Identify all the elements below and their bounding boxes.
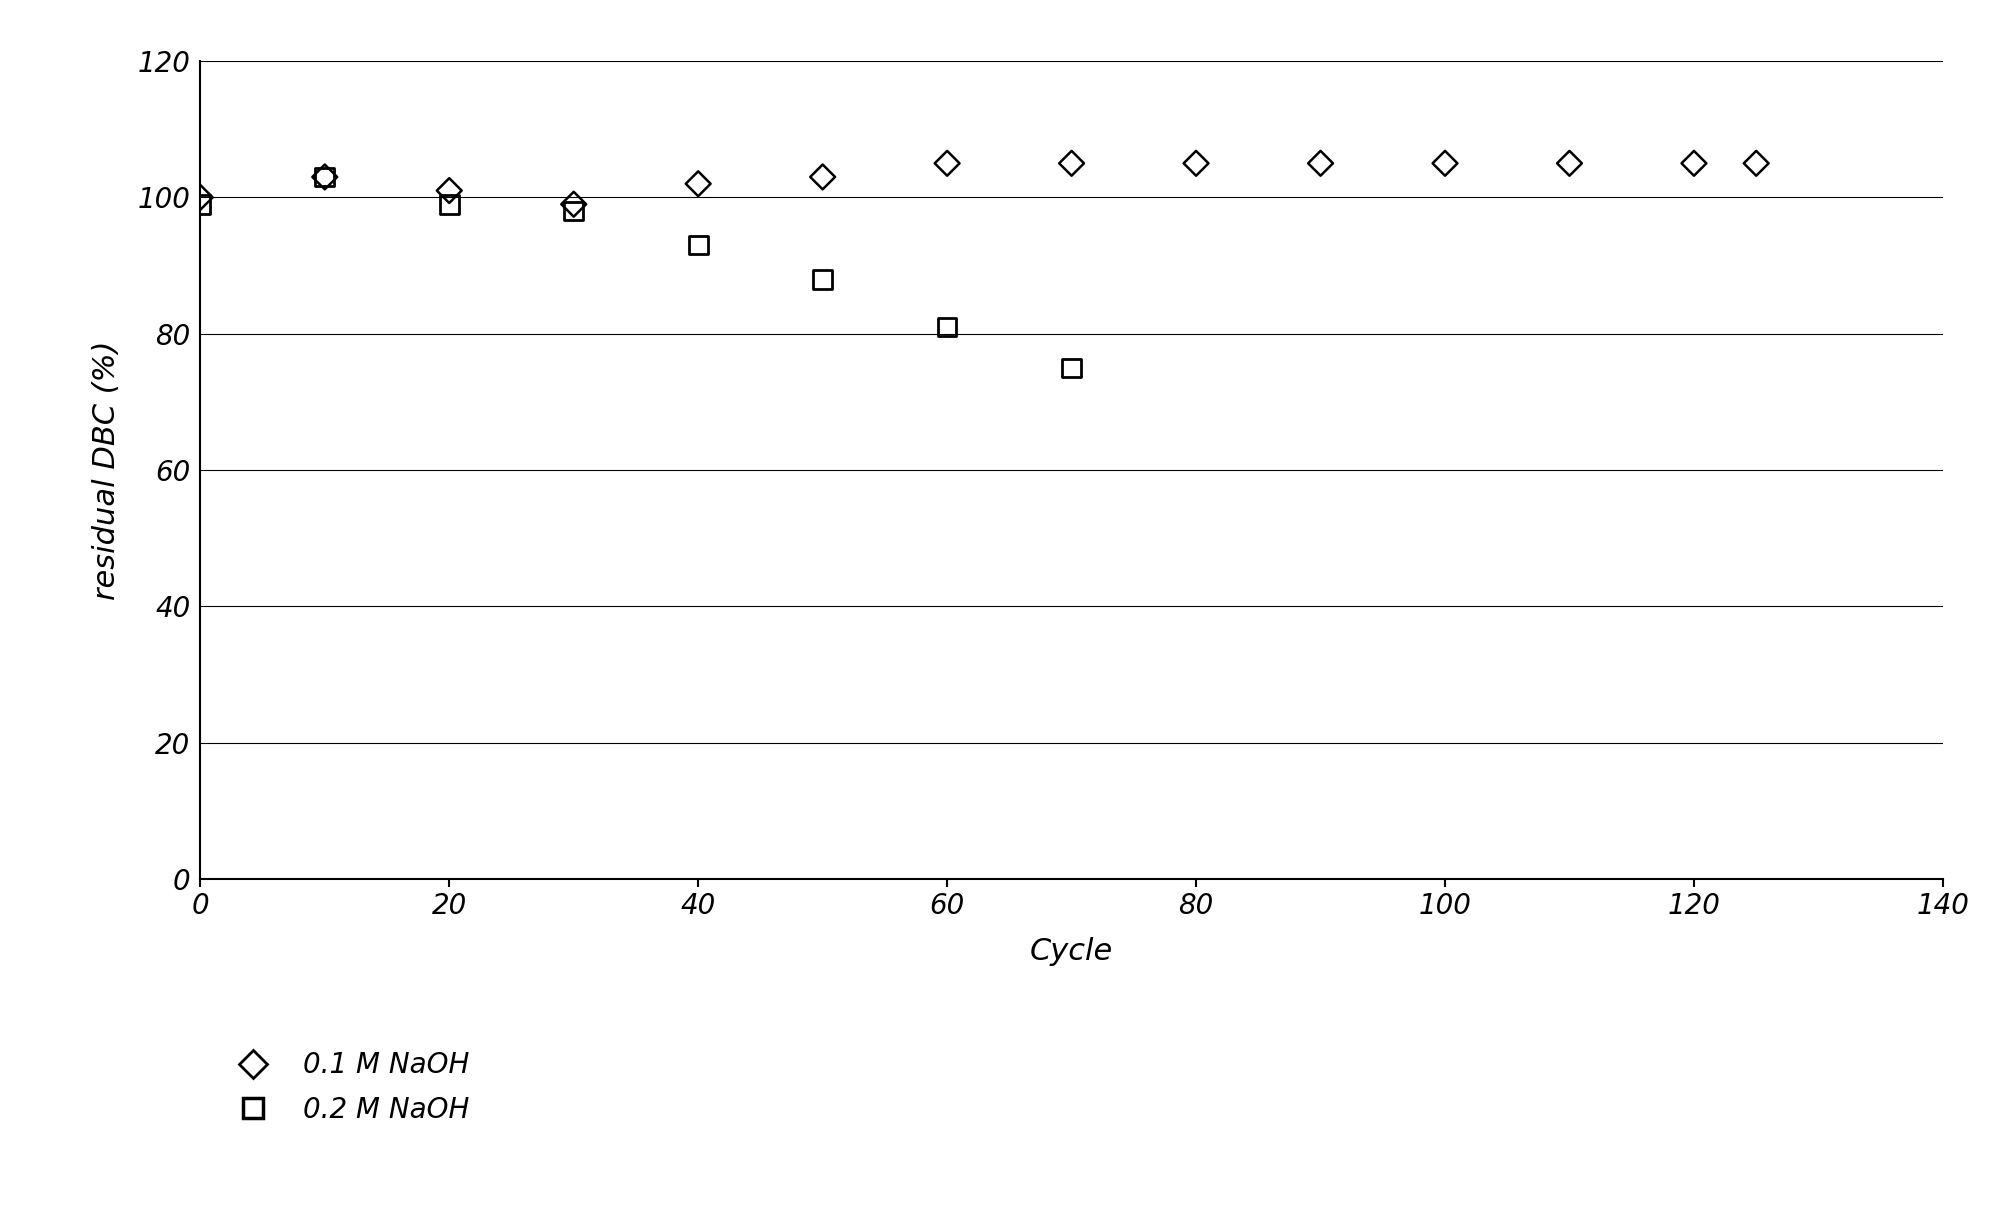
X-axis label: Cycle: Cycle bbox=[1030, 937, 1114, 966]
Point bbox=[433, 181, 465, 200]
Point bbox=[1180, 154, 1212, 173]
Point bbox=[1679, 154, 1711, 173]
Point bbox=[931, 317, 963, 337]
Point bbox=[807, 167, 839, 187]
Point bbox=[308, 167, 341, 187]
Point bbox=[557, 201, 589, 221]
Point bbox=[1056, 358, 1088, 377]
Point bbox=[683, 236, 715, 255]
Point bbox=[184, 188, 216, 208]
Legend: 0.1 M NaOH, 0.2 M NaOH: 0.1 M NaOH, 0.2 M NaOH bbox=[214, 1040, 481, 1136]
Point bbox=[184, 194, 216, 214]
Y-axis label: residual DBC (%): residual DBC (%) bbox=[92, 341, 120, 600]
Point bbox=[1056, 154, 1088, 173]
Point bbox=[1741, 154, 1773, 173]
Point bbox=[557, 194, 589, 214]
Point bbox=[433, 194, 465, 214]
Point bbox=[931, 154, 963, 173]
Point bbox=[308, 167, 341, 187]
Point bbox=[1304, 154, 1336, 173]
Point bbox=[1428, 154, 1460, 173]
Point bbox=[1554, 154, 1586, 173]
Point bbox=[683, 173, 715, 193]
Point bbox=[807, 270, 839, 289]
